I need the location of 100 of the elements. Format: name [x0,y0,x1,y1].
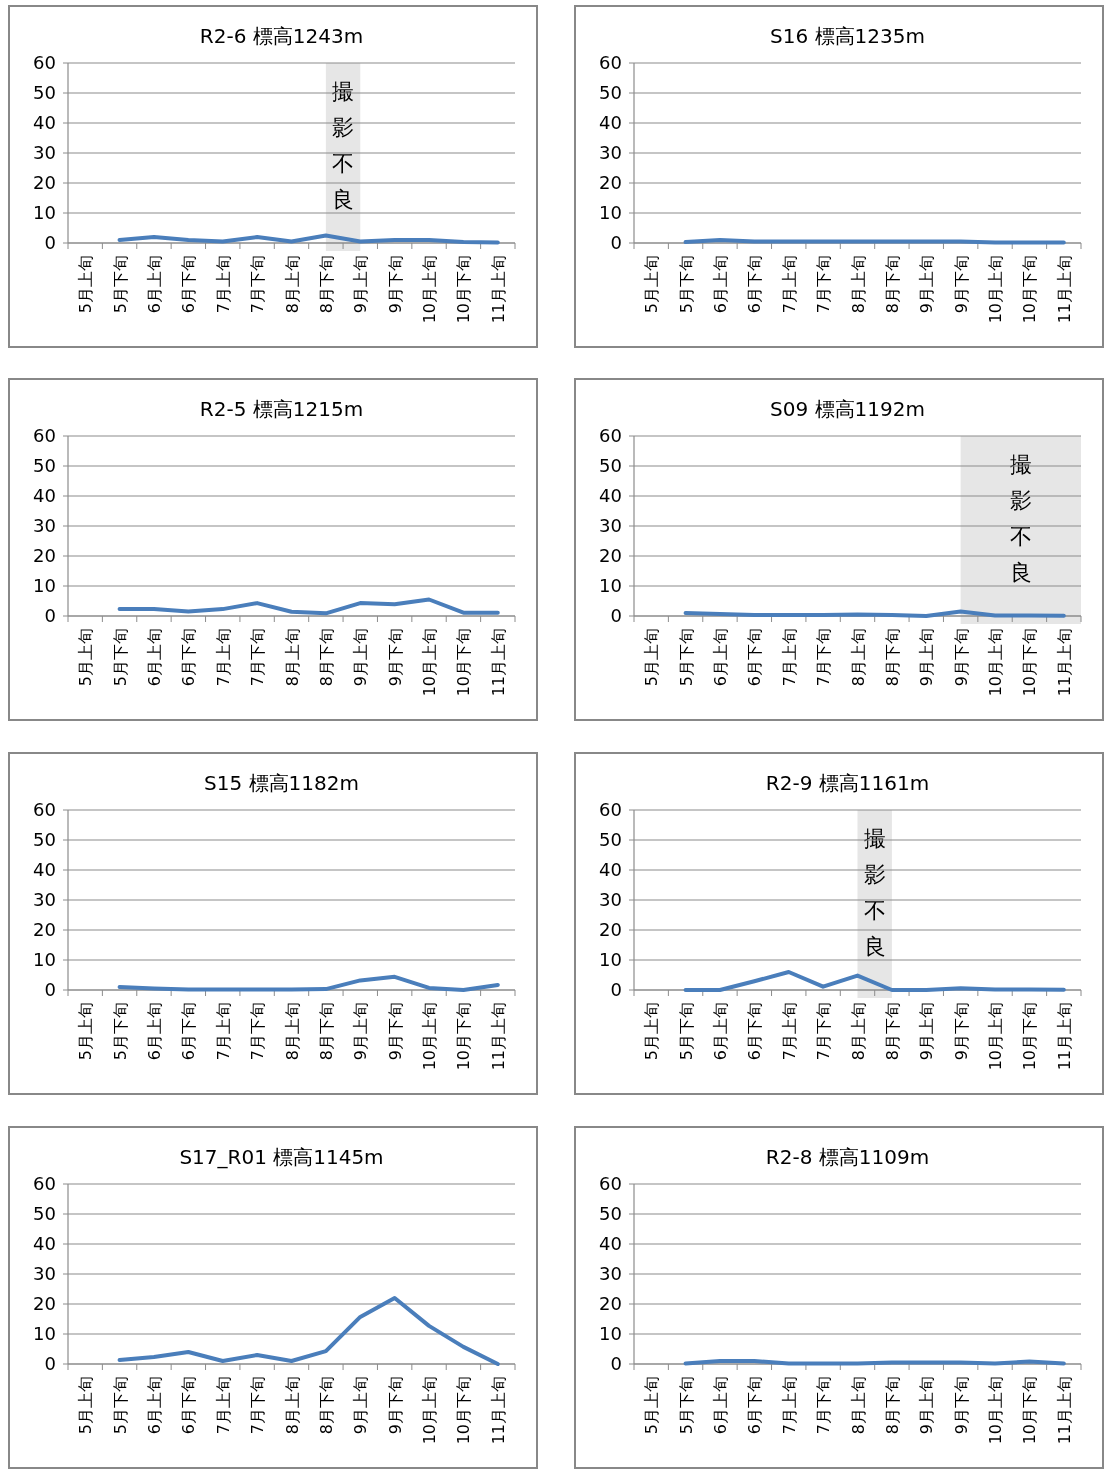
x-tick-label: 5月下旬 [676,628,696,687]
y-tick-label: 0 [610,979,622,1000]
y-tick-label: 40 [599,485,622,506]
x-tick-label: 7月下旬 [248,1376,268,1435]
x-tick-label: 6月下旬 [179,1002,199,1061]
x-tick-label: 10月上旬 [986,628,1006,697]
x-tick-label: 11月上旬 [1054,1376,1074,1445]
y-tick-label: 50 [33,82,56,103]
x-tick-label: 7月下旬 [248,1002,268,1061]
y-tick-label: 30 [599,142,622,163]
x-tick-label: 6月下旬 [745,1002,765,1061]
x-tick-label: 7月上旬 [213,255,233,314]
x-tick-label: 7月下旬 [814,1376,834,1435]
x-tick-label: 8月下旬 [882,1002,902,1061]
x-tick-label: 5月上旬 [642,255,662,314]
x-tick-label: 10月下旬 [454,255,474,324]
x-tick-label: 10月上旬 [420,1002,440,1071]
y-tick-label: 50 [33,455,56,476]
x-tick-label: 6月上旬 [144,1002,164,1061]
y-tick-label: 10 [33,1323,56,1344]
y-tick-label: 60 [599,425,622,446]
x-tick-label: 9月上旬 [351,255,371,314]
y-tick-label: 10 [33,202,56,223]
band-label: 撮影不良 [1009,452,1032,585]
y-tick-label: 0 [610,1353,622,1374]
x-tick-label: 7月下旬 [814,255,834,314]
y-tick-label: 60 [599,799,622,820]
y-tick-label: 30 [33,889,56,910]
x-tick-label: 6月上旬 [710,628,730,687]
x-tick-label: 7月上旬 [213,1002,233,1061]
y-tick-label: 0 [44,605,56,626]
x-tick-label: 9月下旬 [385,1376,405,1435]
chart-title: S16 標高1235m [770,24,925,48]
x-tick-label: 8月上旬 [282,628,302,687]
x-tick-label: 8月下旬 [316,1002,336,1061]
x-tick-label: 5月上旬 [76,628,96,687]
chart-title: R2-6 標高1243m [199,24,364,48]
line-series [683,970,1066,992]
x-tick-label: 10月上旬 [986,255,1006,324]
x-tick-label: 8月下旬 [316,628,336,687]
y-tick-label: 10 [599,949,622,970]
x-tick-label: 7月下旬 [814,1002,834,1061]
x-tick-label: 10月下旬 [1020,628,1040,697]
x-tick-label: 6月下旬 [179,628,199,687]
x-tick-label: 9月下旬 [951,255,971,314]
y-tick-label: 20 [599,172,622,193]
x-tick-label: 5月下旬 [676,1002,696,1061]
x-tick-label: 6月上旬 [144,1376,164,1435]
x-tick-label: 6月上旬 [710,1002,730,1061]
band-label: 撮影不良 [863,826,886,959]
y-tick-label: 10 [599,202,622,223]
y-tick-label: 50 [33,829,56,850]
x-tick-label: 8月下旬 [316,255,336,314]
x-tick-label: 8月上旬 [282,1002,302,1061]
y-tick-label: 40 [599,859,622,880]
y-tick-label: 0 [610,232,622,253]
y-tick-label: 20 [33,545,56,566]
x-tick-label: 5月上旬 [642,1376,662,1435]
x-tick-label: 9月下旬 [385,1002,405,1061]
x-tick-label: 11月上旬 [1054,255,1074,324]
x-tick-label: 5月下旬 [676,1376,696,1435]
x-tick-label: 10月上旬 [986,1002,1006,1071]
x-tick-label: 8月下旬 [882,628,902,687]
x-tick-label: 9月上旬 [351,1376,371,1435]
x-tick-label: 5月上旬 [642,1002,662,1061]
x-tick-label: 10月下旬 [1020,1002,1040,1071]
x-tick-label: 5月下旬 [676,255,696,314]
y-tick-label: 60 [33,425,56,446]
y-tick-label: 0 [44,232,56,253]
x-tick-label: 9月上旬 [917,628,937,687]
y-tick-label: 50 [33,1203,56,1224]
line-series [117,974,500,992]
x-tick-label: 6月下旬 [179,1376,199,1435]
x-tick-label: 9月上旬 [917,1002,937,1061]
y-tick-label: 20 [33,1293,56,1314]
y-tick-label: 10 [599,1323,622,1344]
x-tick-label: 9月上旬 [917,255,937,314]
x-tick-label: 9月上旬 [351,1002,371,1061]
x-tick-label: 5月上旬 [76,1376,96,1435]
y-tick-label: 50 [599,455,622,476]
x-tick-label: 11月上旬 [488,628,508,697]
y-tick-label: 20 [599,545,622,566]
line-series [117,597,500,616]
y-tick-label: 20 [33,919,56,940]
chart-title: S09 標高1192m [770,397,925,421]
y-tick-label: 40 [33,1233,56,1254]
x-tick-label: 8月下旬 [882,255,902,314]
y-tick-label: 30 [33,515,56,536]
x-tick-label: 11月上旬 [1054,628,1074,697]
x-tick-label: 5月下旬 [110,628,130,687]
y-tick-label: 30 [33,1263,56,1284]
y-tick-label: 20 [599,919,622,940]
y-tick-label: 20 [33,172,56,193]
y-tick-label: 10 [33,575,56,596]
y-tick-label: 0 [44,979,56,1000]
x-tick-label: 11月上旬 [1054,1002,1074,1071]
x-tick-label: 6月下旬 [179,255,199,314]
y-tick-label: 60 [33,1173,56,1194]
x-tick-label: 10月上旬 [420,255,440,324]
chart-title: R2-5 標高1215m [199,397,364,421]
